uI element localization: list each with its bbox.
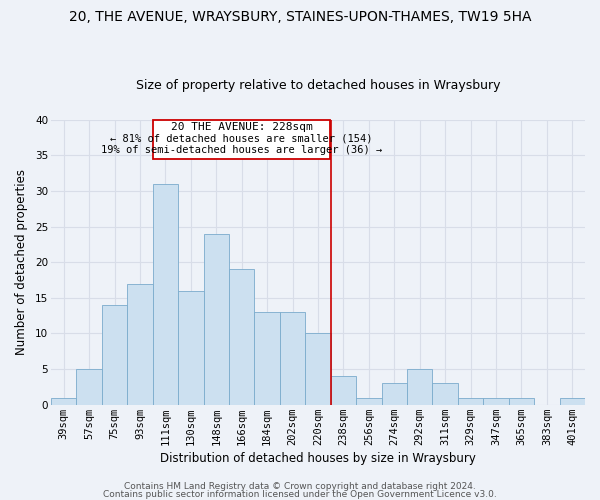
Bar (102, 305, 127, 405)
Bar (229, 270, 254, 405)
Y-axis label: Number of detached properties: Number of detached properties (15, 169, 28, 355)
Bar (280, 312, 305, 405)
Bar (382, 384, 407, 405)
Bar (305, 334, 331, 405)
Text: Contains public sector information licensed under the Open Government Licence v3: Contains public sector information licen… (103, 490, 497, 499)
Bar (254, 312, 280, 405)
Text: Contains HM Land Registry data © Crown copyright and database right 2024.: Contains HM Land Registry data © Crown c… (124, 482, 476, 491)
Bar (560, 398, 585, 405)
Bar (433, 384, 458, 405)
Title: Size of property relative to detached houses in Wraysbury: Size of property relative to detached ho… (136, 79, 500, 92)
Bar (509, 398, 534, 405)
Bar (356, 398, 382, 405)
Bar (152, 184, 178, 405)
Bar (51, 398, 76, 405)
Bar (458, 398, 483, 405)
FancyBboxPatch shape (152, 120, 330, 159)
Text: 20 THE AVENUE: 228sqm: 20 THE AVENUE: 228sqm (170, 122, 313, 132)
Text: 20, THE AVENUE, WRAYSBURY, STAINES-UPON-THAMES, TW19 5HA: 20, THE AVENUE, WRAYSBURY, STAINES-UPON-… (69, 10, 531, 24)
Bar (331, 376, 356, 405)
Bar (178, 290, 203, 405)
Bar (483, 398, 509, 405)
Text: ← 81% of detached houses are smaller (154): ← 81% of detached houses are smaller (15… (110, 134, 373, 143)
Bar (407, 369, 433, 405)
Bar (76, 369, 102, 405)
X-axis label: Distribution of detached houses by size in Wraysbury: Distribution of detached houses by size … (160, 452, 476, 465)
Text: 19% of semi-detached houses are larger (36) →: 19% of semi-detached houses are larger (… (101, 145, 382, 155)
Bar (127, 284, 152, 405)
Bar (203, 234, 229, 405)
